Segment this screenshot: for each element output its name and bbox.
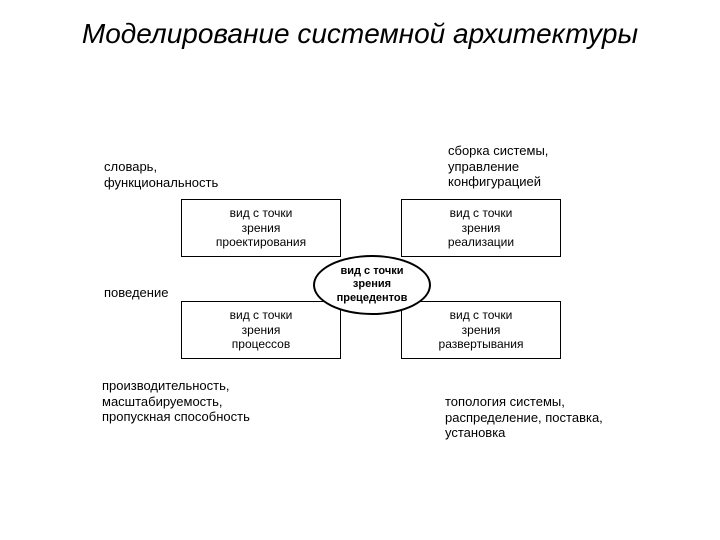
ellipse-usecase-view-label: вид с точки зрения прецедентов [315,265,429,305]
box-implementation-view-label: вид с точки зрения реализации [402,206,560,249]
box-implementation-view: вид с точки зрения реализации [401,199,561,257]
box-design-view-label: вид с точки зрения проектирования [182,206,340,249]
caption-bottom-left: производительность, масштабируемость, пр… [102,378,250,425]
box-process-view: вид с точки зрения процессов [181,301,341,359]
box-design-view: вид с точки зрения проектирования [181,199,341,257]
caption-top-left: словарь, функциональность [104,159,218,190]
diagram-stage: { "type": "diagram", "background_color":… [0,0,720,540]
ellipse-usecase-view: вид с точки зрения прецедентов [313,255,431,315]
box-deployment-view: вид с точки зрения развертывания [401,301,561,359]
page-title: Моделирование системной архитектуры [0,18,720,50]
caption-mid-left: поведение [104,285,168,301]
box-process-view-label: вид с точки зрения процессов [182,308,340,351]
caption-top-right: сборка системы, управление конфигурацией [448,143,548,190]
box-deployment-view-label: вид с точки зрения развертывания [402,308,560,351]
caption-bottom-right: топология системы, распределение, постав… [445,394,603,441]
